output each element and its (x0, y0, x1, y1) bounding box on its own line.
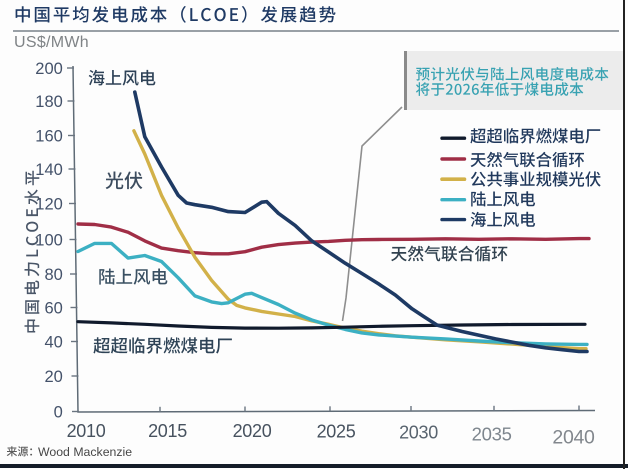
svg-text:60: 60 (44, 299, 62, 317)
svg-text:140: 140 (35, 161, 63, 179)
svg-text:2035: 2035 (472, 424, 512, 445)
svg-text:160: 160 (35, 127, 63, 145)
svg-text:40: 40 (44, 333, 62, 351)
svg-text:2010: 2010 (67, 421, 106, 441)
svg-text:2030: 2030 (399, 423, 438, 443)
svg-text:2015: 2015 (148, 421, 187, 441)
svg-text:80: 80 (44, 266, 62, 284)
svg-text:0: 0 (54, 403, 63, 421)
svg-text:100: 100 (35, 231, 63, 249)
svg-text:120: 120 (35, 195, 63, 213)
svg-text:200: 200 (35, 60, 63, 78)
svg-text:2020: 2020 (233, 421, 272, 441)
svg-text:20: 20 (44, 368, 62, 386)
svg-text:180: 180 (35, 93, 63, 111)
svg-text:2025: 2025 (317, 422, 356, 442)
svg-text:2040: 2040 (552, 427, 595, 449)
